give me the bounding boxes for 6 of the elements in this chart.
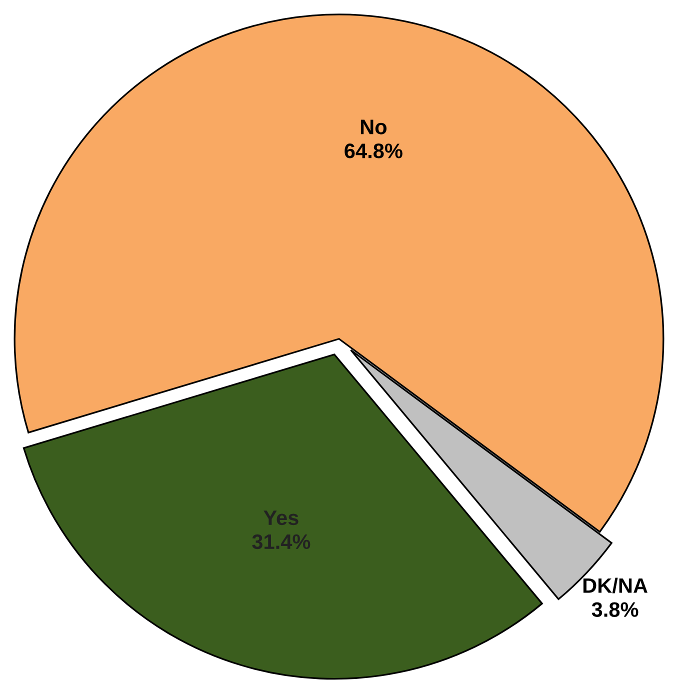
data-label: 3.8%	[592, 602, 638, 617]
slice-label: DK/NA	[583, 578, 648, 594]
slice-label: Yes	[264, 510, 298, 526]
slice-label: No	[360, 120, 387, 134]
data-label: 31.4%	[252, 534, 310, 550]
data-label: 64.8%	[344, 144, 402, 158]
